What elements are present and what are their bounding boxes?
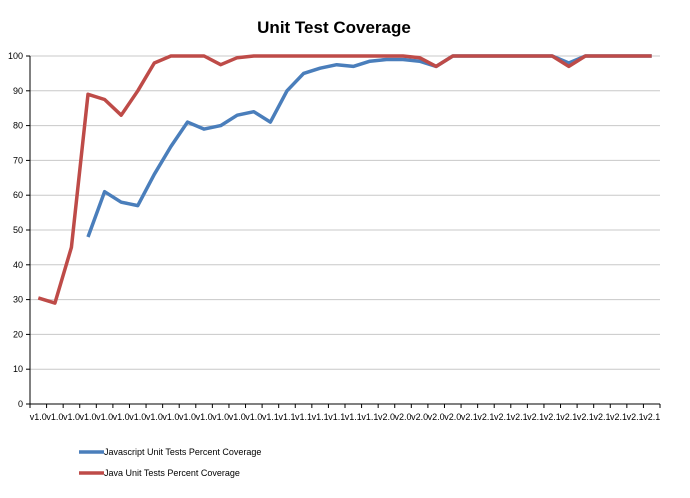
- x-tick-label: v2.0: [395, 412, 412, 422]
- x-tick-label: v2.1: [593, 412, 610, 422]
- x-tick-label: v1.0: [113, 412, 130, 422]
- y-tick-label: 60: [13, 190, 23, 200]
- x-tick-label: v1.1: [328, 412, 345, 422]
- x-tick-label: v1.1: [295, 412, 312, 422]
- x-tick-label: v1.0: [245, 412, 262, 422]
- x-tick-label: v1.0: [96, 412, 113, 422]
- x-tick-label: v1.1: [361, 412, 378, 422]
- x-axis-tick-labels: v1.0 v1.0 v1.0 v1.0 v1.0 v1.0 v1.0 v1.0 v1.0 v1.0…: [29, 404, 661, 422]
- y-tick-label: 100: [8, 51, 23, 61]
- x-tick-label: v2.1: [627, 412, 644, 422]
- y-tick-label: 50: [13, 225, 23, 235]
- x-tick-label: v2.0: [411, 412, 428, 422]
- x-tick-label: v1.0: [229, 412, 246, 422]
- gridlines: [30, 55, 660, 370]
- x-tick-label: v1.1: [345, 412, 362, 422]
- x-tick-label: v2.0: [428, 412, 445, 422]
- x-tick-label: v2.1: [494, 412, 511, 422]
- x-tick-label: v1.0: [179, 412, 196, 422]
- y-tick-label: 30: [13, 295, 23, 305]
- legend-label: Java Unit Tests Percent Coverage: [104, 468, 240, 478]
- y-tick-label: 0: [18, 399, 23, 409]
- series-lines: [37, 54, 652, 305]
- x-tick-label: v1.0: [146, 412, 163, 422]
- x-tick-label: v2.1: [610, 412, 627, 422]
- x-tick-label: v2.1: [560, 412, 577, 422]
- legend-label: Javascript Unit Tests Percent Coverage: [104, 447, 261, 457]
- x-tick-label: v1.0: [63, 412, 80, 422]
- x-tick-label: v1.1: [278, 412, 295, 422]
- x-tick-label: v2.1: [544, 412, 561, 422]
- x-tick-label: v2.0: [378, 412, 395, 422]
- x-tick-label: v2.0: [444, 412, 461, 422]
- x-tick-label: v2.1: [577, 412, 594, 422]
- x-tick-label: v1.0: [129, 412, 146, 422]
- legend: Javascript Unit Tests Percent Coverage Ja…: [79, 447, 261, 478]
- x-tick-label: v2.1: [477, 412, 494, 422]
- x-tick-label: v1.1: [262, 412, 279, 422]
- x-tick-label: v1.0: [30, 412, 47, 422]
- y-tick-label: 20: [13, 329, 23, 339]
- x-tick-label: v1.0: [196, 412, 213, 422]
- series-line-1: [37, 54, 652, 305]
- y-tick-label: 40: [13, 260, 23, 270]
- x-tick-label: v2.1: [527, 412, 544, 422]
- x-tick-label: v1.0: [80, 412, 97, 422]
- x-tick-label: v2.1: [511, 412, 528, 422]
- series-line-0: [86, 54, 652, 238]
- y-tick-label: 80: [13, 121, 23, 131]
- x-tick-label: v2.1: [643, 412, 660, 422]
- x-tick-label: v2.1: [461, 412, 478, 422]
- x-tick-label: v1.0: [162, 412, 179, 422]
- x-tick-label: v1.0: [46, 412, 63, 422]
- y-tick-label: 10: [13, 364, 23, 374]
- x-tick-label: v1.1: [312, 412, 329, 422]
- y-tick-label: 70: [13, 155, 23, 165]
- y-tick-label: 90: [13, 86, 23, 96]
- y-axis-tick-labels: 0 10 20 30 40 50 60 70 80 90 100: [8, 51, 30, 409]
- chart-title: Unit Test Coverage: [257, 18, 411, 37]
- x-tick-label: v1.0: [212, 412, 229, 422]
